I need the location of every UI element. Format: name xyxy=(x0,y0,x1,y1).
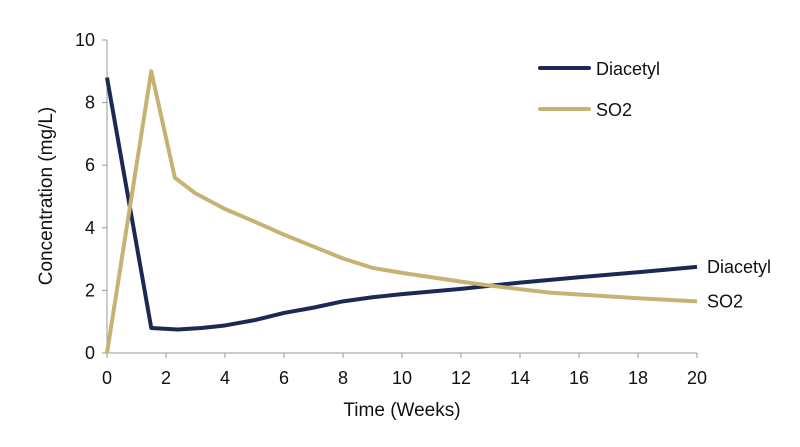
x-tick-label: 12 xyxy=(451,368,471,388)
x-tick-label: 6 xyxy=(279,368,289,388)
y-tick-label: 10 xyxy=(75,30,95,50)
legend-label-diacetyl: Diacetyl xyxy=(596,59,660,79)
y-tick-label: 0 xyxy=(85,343,95,363)
x-tick-label: 16 xyxy=(569,368,589,388)
x-tick-label: 2 xyxy=(161,368,171,388)
y-axis-ticks: 0 2 4 6 8 10 xyxy=(75,30,107,363)
y-axis-title: Concentration (mg/L) xyxy=(36,107,57,285)
x-axis-ticks: 0 2 4 6 8 10 12 14 16 18 20 xyxy=(102,353,707,388)
end-label-diacetyl: Diacetyl xyxy=(707,257,771,277)
x-tick-label: 4 xyxy=(220,368,230,388)
x-tick-label: 0 xyxy=(102,368,112,388)
y-tick-label: 8 xyxy=(85,93,95,113)
legend: Diacetyl SO2 xyxy=(538,59,660,120)
legend-label-so2: SO2 xyxy=(596,100,632,120)
end-label-so2: SO2 xyxy=(707,291,743,311)
legend-item-diacetyl: Diacetyl xyxy=(538,59,660,79)
y-tick-label: 2 xyxy=(85,280,95,300)
x-axis-title: Time (Weeks) xyxy=(343,400,460,421)
end-labels: Diacetyl SO2 xyxy=(707,257,771,311)
y-tick-label: 4 xyxy=(85,218,95,238)
series-line-diacetyl xyxy=(105,77,698,332)
x-tick-label: 20 xyxy=(687,368,707,388)
series-line-so2 xyxy=(105,69,698,354)
series-layer xyxy=(105,69,698,354)
y-tick-label: 6 xyxy=(85,155,95,175)
x-tick-label: 8 xyxy=(338,368,348,388)
legend-item-so2: SO2 xyxy=(538,100,632,120)
x-tick-label: 14 xyxy=(510,368,530,388)
x-tick-label: 10 xyxy=(392,368,412,388)
axes xyxy=(106,40,697,354)
x-tick-label: 18 xyxy=(628,368,648,388)
